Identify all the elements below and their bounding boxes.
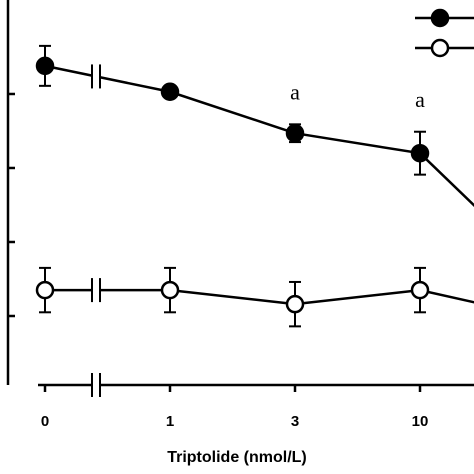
data-point: [160, 82, 180, 102]
data-point: [285, 294, 305, 314]
annotation: a: [290, 79, 300, 104]
legend-marker: [430, 38, 450, 58]
axis-break-gap: [92, 382, 100, 388]
x-tick-label: 3: [291, 413, 299, 430]
annotation: a: [415, 87, 425, 112]
series-line: [45, 288, 474, 306]
data-point: [160, 280, 180, 300]
x-tick-label: 1: [166, 413, 174, 430]
x-tick-label: 0: [41, 413, 49, 430]
axis-break-gap: [92, 287, 100, 294]
x-tick-label: 10: [412, 413, 429, 430]
data-point: [410, 143, 430, 163]
series-line: [44, 64, 474, 208]
data-point: [35, 56, 55, 76]
x-axis-label: Triptolide (nmol/L): [167, 449, 307, 466]
legend-marker: [430, 8, 450, 28]
data-point: [285, 123, 305, 143]
axis-break-gap: [92, 73, 100, 80]
data-point: [35, 280, 55, 300]
data-point: [410, 280, 430, 300]
